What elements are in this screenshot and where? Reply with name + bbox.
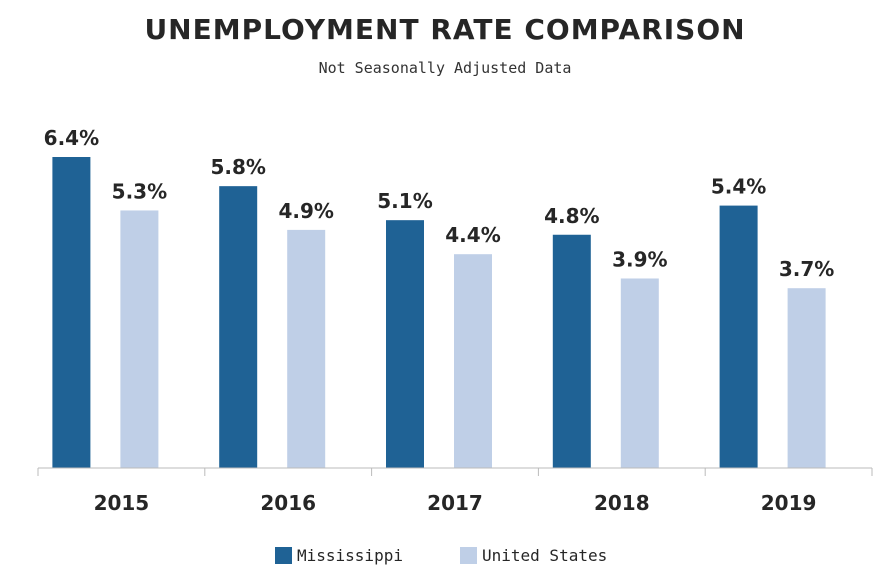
x-tick-label-2017: 2017 bbox=[427, 491, 483, 515]
bar-mississippi-2017 bbox=[386, 220, 424, 468]
value-label-united-states-2019: 3.7% bbox=[779, 257, 834, 281]
bar-mississippi-2018 bbox=[552, 234, 591, 468]
legend-label-united-states: United States bbox=[482, 546, 607, 565]
value-labels-layer: 6.4% 5.3% 5.8% 4.9% 5.1% 4.4% 4.8% 3.9% 5.4% 3.7% bbox=[44, 126, 835, 281]
bar-mississippi-2015 bbox=[52, 157, 91, 468]
value-label-united-states-2016: 4.9% bbox=[278, 199, 333, 223]
bar-united-states-2018 bbox=[620, 278, 659, 468]
bar-united-states-2019 bbox=[787, 288, 826, 468]
bar-united-states-2015 bbox=[120, 210, 159, 468]
chart-subtitle: Not Seasonally Adjusted Data bbox=[319, 59, 572, 77]
legend-swatch-united-states bbox=[460, 547, 477, 564]
value-label-united-states-2017: 4.4% bbox=[445, 223, 500, 247]
bars-layer bbox=[52, 157, 826, 468]
x-axis-ticks: 2015 2016 2017 2018 2019 bbox=[37, 468, 873, 515]
value-label-mississippi-2016: 5.8% bbox=[210, 155, 265, 179]
legend-swatch-mississippi bbox=[275, 547, 292, 564]
bar-mississippi-2019 bbox=[719, 205, 758, 468]
x-tick-label-2015: 2015 bbox=[94, 491, 150, 515]
value-label-mississippi-2019: 5.4% bbox=[711, 175, 766, 199]
x-tick-label-2016: 2016 bbox=[260, 491, 316, 515]
chart-title: UNEMPLOYMENT RATE COMPARISON bbox=[144, 13, 745, 46]
value-label-mississippi-2017: 5.1% bbox=[377, 189, 432, 213]
bar-united-states-2016 bbox=[287, 229, 326, 468]
bar-mississippi-2016 bbox=[219, 186, 258, 468]
value-label-united-states-2015: 5.3% bbox=[112, 179, 167, 203]
bar-united-states-2017 bbox=[454, 254, 492, 468]
value-label-united-states-2018: 3.9% bbox=[612, 247, 667, 271]
legend-label-mississippi: Mississippi bbox=[297, 546, 403, 565]
x-tick-label-2019: 2019 bbox=[761, 491, 817, 515]
legend: Mississippi United States bbox=[275, 546, 607, 565]
x-tick-label-2018: 2018 bbox=[594, 491, 650, 515]
value-label-mississippi-2015: 6.4% bbox=[44, 126, 99, 150]
value-label-mississippi-2018: 4.8% bbox=[544, 204, 599, 228]
